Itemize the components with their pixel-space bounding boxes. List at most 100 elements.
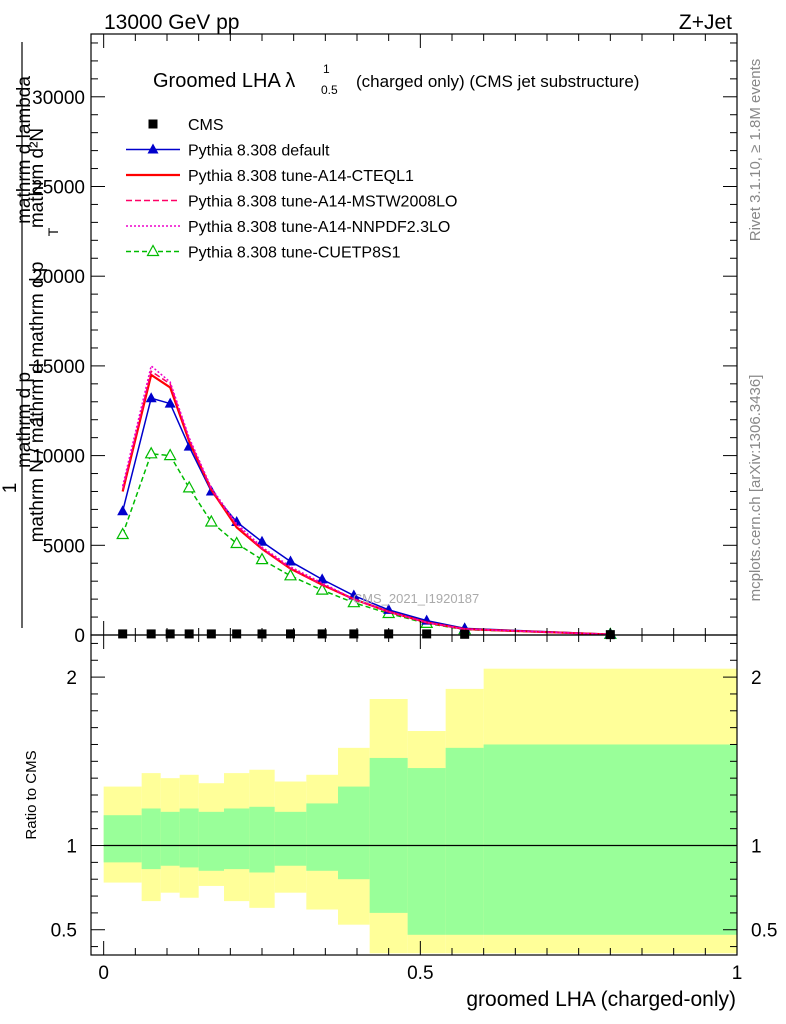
main-y-label: mathrm d²N 1 1 mathrm N / mathrm d mathr… xyxy=(0,42,61,628)
main-ytick-label: 20000 xyxy=(32,267,85,288)
legend: CMS Pythia 8.308 default Pythia 8.308 tune… xyxy=(126,117,457,262)
main-y-axis: 0 5000 10000 15000 20000 25000 30000 xyxy=(32,42,737,647)
ratio-ytick-label-right: 0.5 xyxy=(751,921,777,942)
data-point xyxy=(117,505,129,516)
main-ytick-label: 15000 xyxy=(32,357,85,378)
legend-entry: CMS xyxy=(188,117,224,134)
x-axis-label: groomed LHA (charged-only) xyxy=(466,988,736,1011)
legend-entry: Pythia 8.308 default xyxy=(188,143,330,160)
ratio-inner-band xyxy=(103,815,142,863)
ratio-ytick-label: 1 xyxy=(66,837,77,858)
data-point xyxy=(163,448,177,461)
data-point xyxy=(256,535,268,546)
ratio-bands xyxy=(103,668,737,954)
ratio-ytick-label-right: 2 xyxy=(751,668,762,689)
ratio-inner-band xyxy=(160,811,180,866)
data-point xyxy=(165,629,175,639)
ratio-inner-band xyxy=(483,744,737,935)
data-point xyxy=(206,629,216,639)
series-line xyxy=(121,370,611,636)
main-series-group xyxy=(116,364,617,640)
data-point xyxy=(349,629,359,639)
legend-entry: Pythia 8.308 tune-A14-NNPDF2.3LO xyxy=(188,219,450,236)
main-ytick-label: 0 xyxy=(74,626,85,647)
data-point xyxy=(144,446,158,459)
xtick-label: 0 xyxy=(98,963,109,984)
xtick-label: 0.5 xyxy=(407,963,433,984)
data-point xyxy=(316,573,328,584)
chart-title: Groomed LHA λ 1 0.5 (charged only) (CMS … xyxy=(153,62,639,97)
ylabel-num-1: mathrm d²N xyxy=(27,128,48,228)
title-sub: 0.5 xyxy=(321,83,338,97)
ratio-x-axis: 0 0.5 1 xyxy=(98,635,742,984)
ratio-inner-band xyxy=(306,803,338,871)
ylabel-den: mathrm N / mathrm d mathrm d p xyxy=(27,262,48,543)
process-label: Z+Jet xyxy=(679,11,732,34)
legend-entry: Pythia 8.308 tune-A14-MSTW2008LO xyxy=(188,194,457,211)
ratio-ylabel: Ratio to CMS xyxy=(23,750,40,839)
analysis-id: CMS_2021_I1920187 xyxy=(353,591,480,606)
ratio-inner-band xyxy=(224,808,250,870)
ylabel-one: 1 xyxy=(0,483,21,494)
ylabel-1: 1 xyxy=(27,415,48,426)
data-point xyxy=(232,629,242,639)
data-point xyxy=(118,629,128,639)
data-point xyxy=(460,629,470,639)
ratio-inner-band xyxy=(274,811,307,866)
ylabel-sub-t: T xyxy=(45,227,61,236)
main-x-ticks xyxy=(103,34,738,635)
xtick-label: 1 xyxy=(732,963,743,984)
data-point xyxy=(285,555,296,566)
rivet-label: Rivet 3.1.10, ≥ 1.8M events xyxy=(747,59,764,242)
data-point xyxy=(116,527,130,540)
ylabel-num-2: mathrm d p xyxy=(14,372,35,468)
legend-marker xyxy=(148,119,158,129)
ylabel-lambda: mathrm d lambda xyxy=(14,76,35,224)
series-line xyxy=(121,364,611,636)
ratio-inner-band xyxy=(445,747,484,935)
ratio-ytick-label: 2 xyxy=(66,668,77,689)
legend-marker xyxy=(147,143,159,154)
data-point xyxy=(184,629,194,639)
data-point xyxy=(315,582,329,595)
ratio-plot-panel: 0.5 0.51 12 2 0 0.5 1 Ratio to CMS groomed LH… xyxy=(23,634,777,1011)
data-point xyxy=(255,552,269,565)
ratio-y-axis: 0.5 0.5 1 1 2 2 xyxy=(51,642,777,948)
data-point xyxy=(145,392,157,403)
title-suffix: (charged only) (CMS jet substructure) xyxy=(356,72,639,91)
title-sup: 1 xyxy=(323,62,330,76)
ratio-inner-band xyxy=(141,808,161,870)
data-point xyxy=(347,595,361,608)
series-line xyxy=(121,397,611,636)
ratio-ytick-label: 0.5 xyxy=(51,921,77,942)
main-ytick-label: 25000 xyxy=(32,177,85,198)
legend-entry: Pythia 8.308 tune-A14-CTEQL1 xyxy=(188,168,414,185)
ratio-inner-band xyxy=(249,806,275,873)
ratio-ytick-label-right: 1 xyxy=(751,837,762,858)
legend-entry: Pythia 8.308 tune-CUETP8S1 xyxy=(188,245,401,262)
series-line xyxy=(121,453,611,636)
data-point xyxy=(283,568,298,581)
mcplots-label: mcplots.cern.ch [arXiv:1306.3436] xyxy=(747,375,764,602)
main-ytick-label: 10000 xyxy=(32,447,85,468)
data-point xyxy=(317,629,327,639)
data-point xyxy=(204,514,218,527)
legend-marker xyxy=(146,244,160,257)
data-point xyxy=(422,629,432,639)
data-point xyxy=(286,629,295,639)
ratio-inner-band xyxy=(179,808,199,868)
ratio-inner-band xyxy=(198,811,224,871)
energy-label: 13000 GeV pp xyxy=(104,11,239,34)
main-ytick-label: 5000 xyxy=(43,536,85,557)
ratio-inner-band xyxy=(407,768,446,935)
title-main: Groomed LHA λ xyxy=(153,70,295,92)
data-point xyxy=(164,397,176,408)
main-ytick-label: 30000 xyxy=(32,88,85,109)
ratio-inner-band xyxy=(338,786,370,880)
data-point xyxy=(230,536,244,549)
main-plot-panel: 0 5000 10000 15000 20000 25000 30000 CMS_2021_… xyxy=(32,33,738,647)
ratio-inner-band xyxy=(369,757,408,913)
data-point xyxy=(146,629,156,639)
data-point xyxy=(182,480,196,493)
